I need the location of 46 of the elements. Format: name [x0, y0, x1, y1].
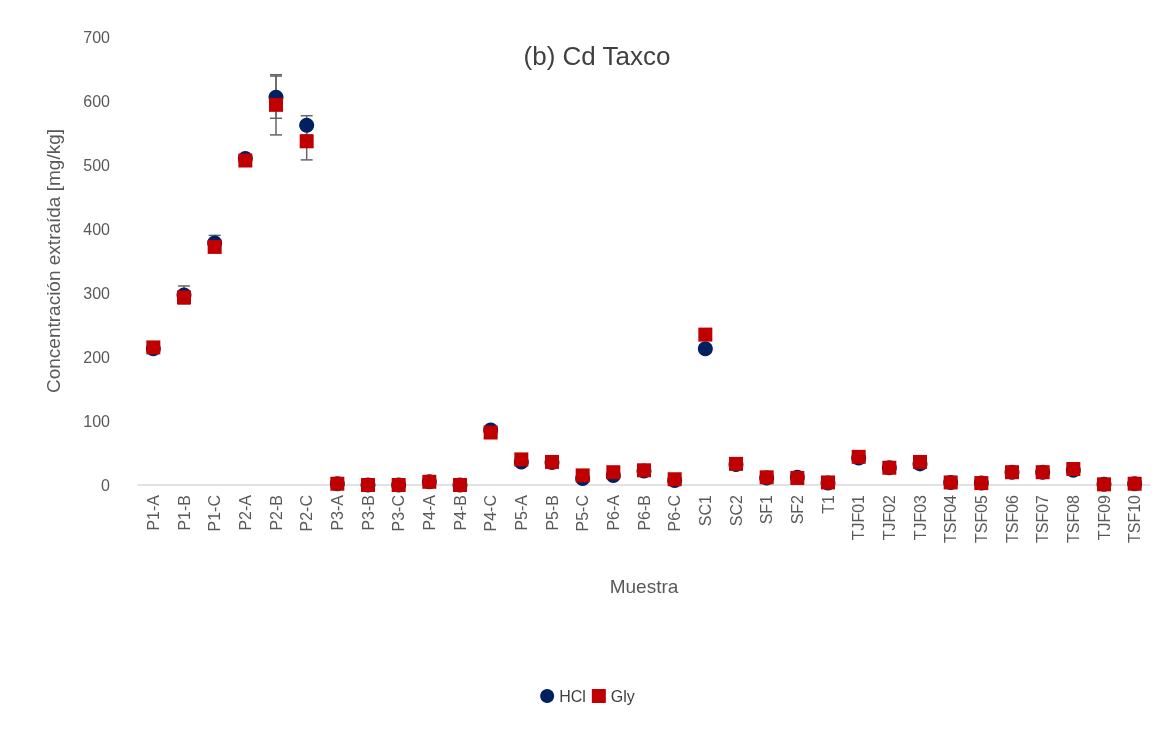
x-tick-label: P4-A	[420, 494, 438, 531]
x-tick-label: P5-B	[543, 495, 561, 531]
x-tick-label: TSF04	[942, 494, 960, 544]
y-axis-title: Concentración extraída [mg/kg]	[43, 128, 64, 394]
x-tick-label: SC2	[727, 494, 745, 527]
x-tick-label: P6-A	[604, 494, 622, 531]
x-tick-label: P2-B	[267, 495, 285, 531]
x-tick-label: TSF06	[1003, 494, 1021, 544]
chart-title: (b) Cd Taxco	[523, 41, 671, 71]
y-tick-label: 500	[83, 156, 111, 174]
x-tick-label: TSF05	[972, 494, 990, 544]
x-tick-label: SF2	[788, 494, 806, 525]
y-tick-label: 400	[83, 220, 111, 238]
y-tick-label: 0	[101, 476, 111, 494]
x-tick-label: P5-A	[512, 494, 530, 531]
x-tick-label: P4-C	[482, 495, 500, 532]
y-tick-label: 300	[83, 284, 111, 302]
x-tick-label: P3-B	[359, 495, 377, 531]
y-tick-label: 100	[83, 412, 111, 430]
x-tick-label: P2-C	[298, 495, 316, 532]
y-tick-label: 700	[83, 28, 111, 46]
x-tick-label: P6-B	[635, 495, 653, 531]
y-tick-label: 200	[83, 348, 111, 366]
x-tick-label: SF1	[758, 494, 776, 525]
x-tick-label: P4-B	[451, 495, 469, 531]
x-tick-label: P6-C	[666, 495, 684, 532]
legend-label: HCl	[559, 687, 586, 705]
x-tick-label: P1-C	[206, 495, 224, 532]
x-tick-label: TJF01	[850, 494, 868, 541]
x-tick-label: P5-C	[574, 495, 592, 532]
x-tick-label: P2-A	[236, 494, 254, 531]
x-tick-label: P3-C	[390, 495, 408, 532]
x-tick-label: T1	[819, 494, 837, 514]
x-tick-label: TSF07	[1034, 494, 1052, 544]
x-tick-label: TJF02	[880, 494, 898, 541]
x-tick-label: TJF09	[1095, 494, 1113, 541]
x-tick-label: P1-B	[175, 495, 193, 531]
x-tick-label: P1-A	[144, 494, 162, 531]
y-tick-label: 600	[83, 92, 111, 110]
legend-label: Gly	[610, 687, 635, 705]
x-tick-label: P3-A	[328, 494, 346, 531]
x-tick-label: SC1	[696, 494, 714, 527]
x-tick-label: TSF08	[1064, 494, 1082, 544]
x-axis-title: Muestra	[609, 576, 679, 597]
x-tick-label: TJF03	[911, 494, 929, 541]
x-tick-label: TSF10	[1126, 494, 1144, 544]
